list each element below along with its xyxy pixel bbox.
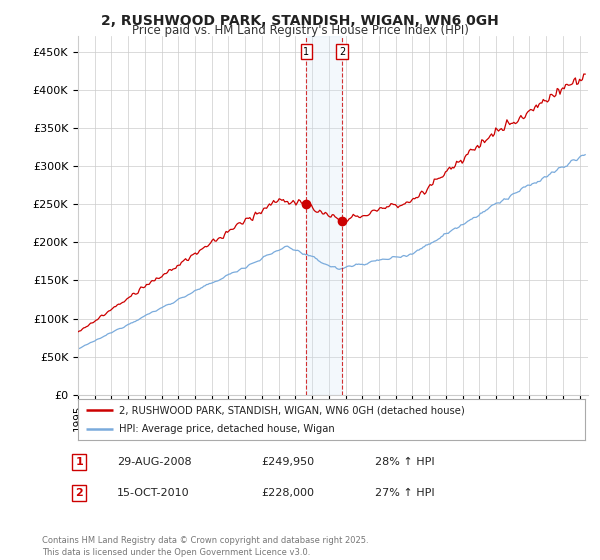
Text: 27% ↑ HPI: 27% ↑ HPI <box>375 488 434 498</box>
Bar <box>307 36 342 395</box>
Text: 1: 1 <box>304 46 310 57</box>
Text: 15-OCT-2010: 15-OCT-2010 <box>117 488 190 498</box>
Text: 2, RUSHWOOD PARK, STANDISH, WIGAN, WN6 0GH (detached house): 2, RUSHWOOD PARK, STANDISH, WIGAN, WN6 0… <box>119 405 464 415</box>
Text: 1: 1 <box>76 457 83 467</box>
Text: 2, RUSHWOOD PARK, STANDISH, WIGAN, WN6 0GH: 2, RUSHWOOD PARK, STANDISH, WIGAN, WN6 0… <box>101 14 499 28</box>
Text: Contains HM Land Registry data © Crown copyright and database right 2025.
This d: Contains HM Land Registry data © Crown c… <box>42 536 368 557</box>
Text: £228,000: £228,000 <box>261 488 314 498</box>
Text: Price paid vs. HM Land Registry's House Price Index (HPI): Price paid vs. HM Land Registry's House … <box>131 24 469 37</box>
Text: 2: 2 <box>339 46 345 57</box>
Text: £249,950: £249,950 <box>261 457 314 467</box>
Text: HPI: Average price, detached house, Wigan: HPI: Average price, detached house, Wiga… <box>119 424 334 433</box>
Text: 28% ↑ HPI: 28% ↑ HPI <box>375 457 434 467</box>
Text: 2: 2 <box>76 488 83 498</box>
Text: 29-AUG-2008: 29-AUG-2008 <box>117 457 191 467</box>
